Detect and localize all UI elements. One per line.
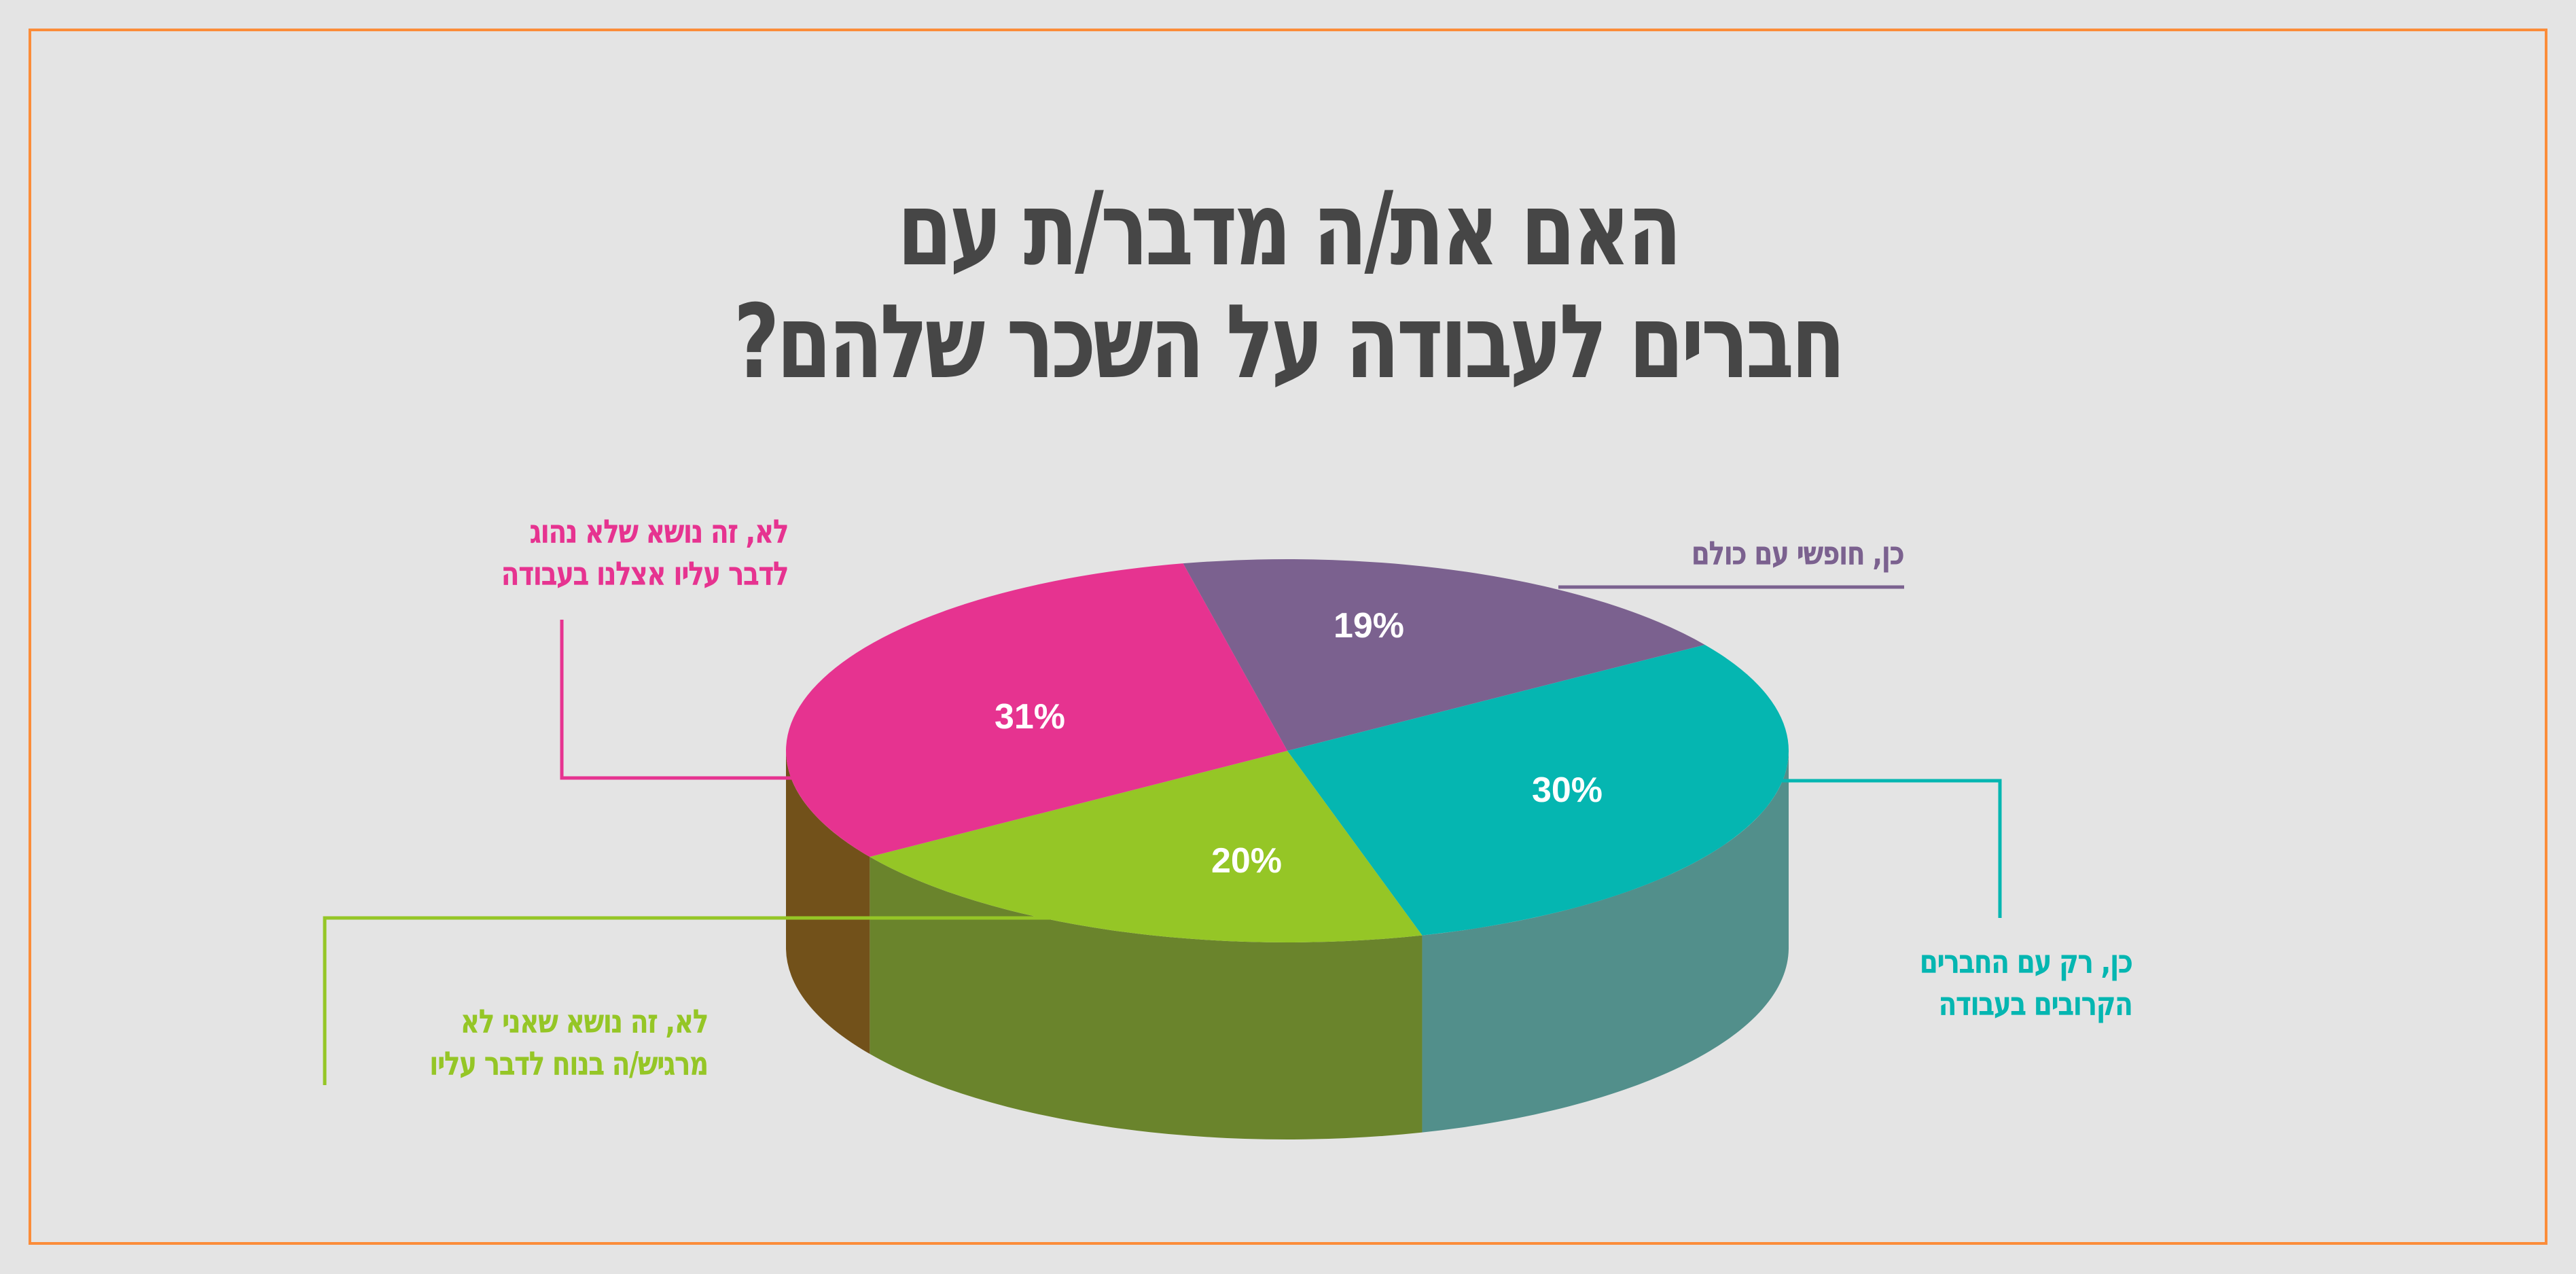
label-20: לא, זה נושא שאני לא מרגיש/ה בנוח לדבר על… [429,1001,709,1085]
pie-slice-30[interactable] [1287,644,1789,936]
label-20-line-1: לא, זה נושא שאני לא [460,1003,709,1041]
pie-side-20 [870,857,1423,1139]
label-31-line-2: לדבר עליו אצלנו בעבודה [501,555,789,593]
label-31-line-1: לא, זה נושא שלא נהוג [529,513,789,551]
callout-line-30 [1781,779,2002,918]
callout-line-20 [323,916,1060,1085]
label-19-line-1: כן, חופשי עם כולם [1691,535,1904,573]
label-31: לא, זה נושא שלא נהוג לדבר עליו אצלנו בעב… [501,511,789,595]
pie-slice-20[interactable] [870,751,1423,942]
label-19: כן, חופשי עם כולם [1691,533,1904,575]
label-20-line-2: מרגיש/ה בנוח לדבר עליו [429,1045,709,1083]
pie-sides [786,751,1789,1139]
title-line-1: האם את/ה מדבר/ת עם [897,171,1682,289]
pct-label-19: 19% [1334,606,1404,645]
pct-label-20: 20% [1211,841,1282,881]
pct-label-30: 30% [1532,771,1603,810]
percent-labels: 19% 30% 20% 31% [995,606,1603,881]
pie-side-30 [1422,751,1789,1133]
label-30: כן, רק עם החברים הקרובים בעבודה [1919,941,2132,1025]
title-line-2: חברים לעבודה על השכר שלהם? [733,283,1846,402]
callout-line-31 [560,620,795,780]
page-title: האם את/ה מדבר/ת עם חברים לעבודה על השכר … [283,173,2293,399]
pie-slices [786,559,1789,942]
label-30-line-2: הקרובים בעבודה [1938,985,2133,1023]
orange-frame [29,29,2547,1245]
label-30-line-1: כן, רק עם החברים [1919,943,2132,981]
pie-slice-19[interactable] [1183,559,1705,751]
pie-slice-31[interactable] [786,563,1287,857]
pie-side-31 [786,751,870,1055]
callout-lines [323,585,2002,1085]
pct-label-31: 31% [995,697,1065,737]
